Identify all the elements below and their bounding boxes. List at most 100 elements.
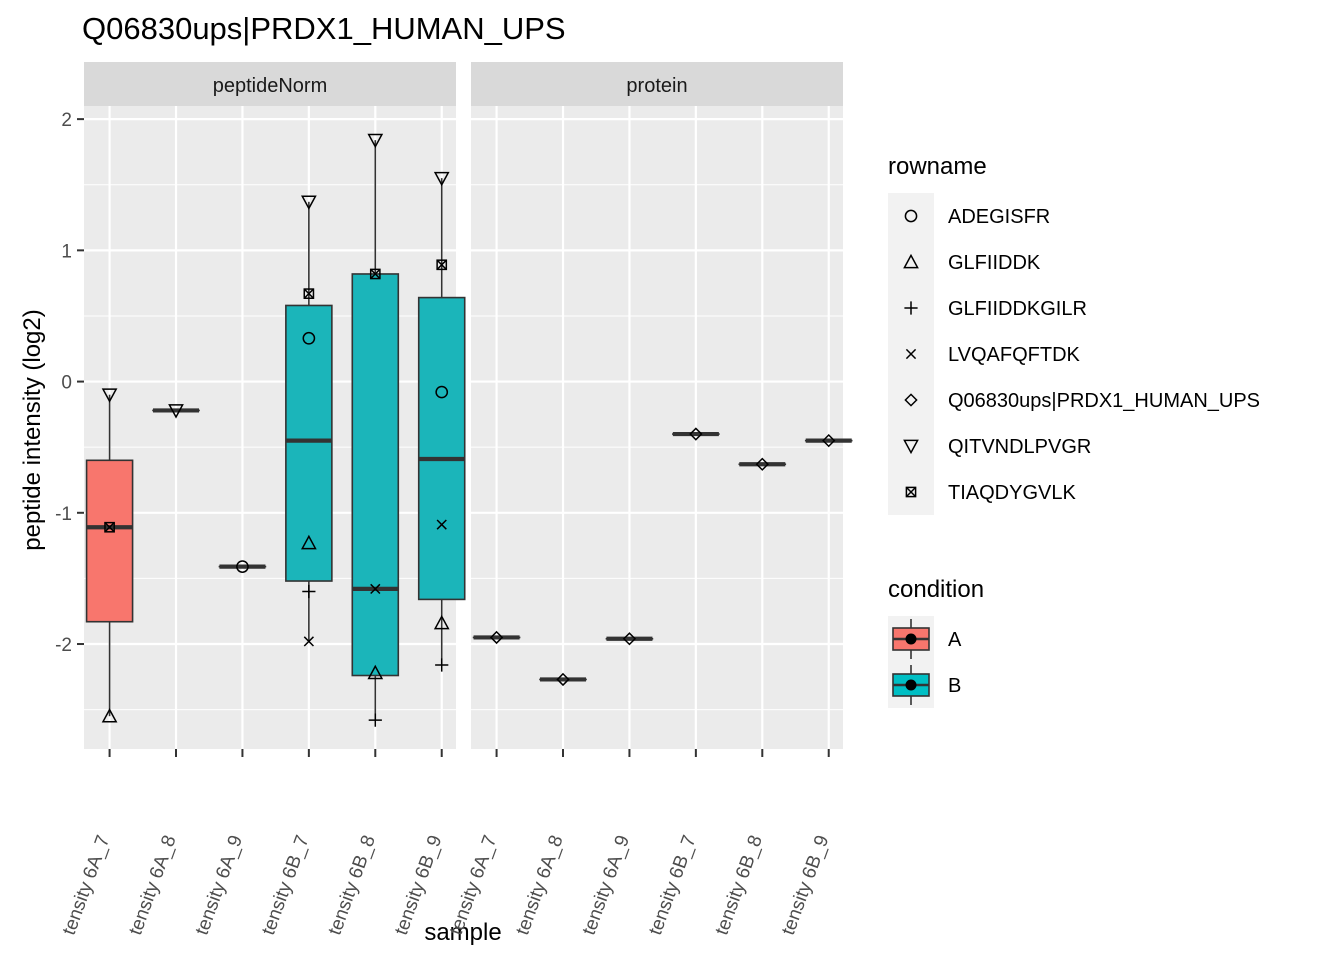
- point-lvqafqftdk: [303, 636, 314, 647]
- point-qitvndlpvgr: [433, 171, 450, 187]
- square-cross-box: [303, 288, 315, 300]
- box-tensity-6B_7: [285, 201, 333, 642]
- square-cross-lines: [370, 268, 381, 280]
- point-tiaqdygvlk: [369, 268, 381, 280]
- strip-protein: [471, 62, 843, 106]
- points: [101, 133, 450, 727]
- square-cross-box: [905, 486, 917, 498]
- y-axis: -2 -1 0 1 2: [55, 110, 84, 656]
- point-glfiiddkgilr: [302, 584, 316, 599]
- box-body: [351, 273, 400, 677]
- y-axis-label: peptide intensity (log2): [19, 309, 46, 550]
- legend-label: GLFIIDDKGILR: [948, 298, 1087, 320]
- legend-entry: ADEGISFR: [904, 206, 1050, 228]
- strip-peptideNorm: [84, 62, 456, 106]
- square-cross-lines: [436, 259, 447, 270]
- point-q06830ups-prdx1-human-ups: [556, 672, 570, 687]
- legend-entry: LVQAFQFTDK: [905, 344, 1081, 366]
- x-tick-label: tensity 6B_7: [258, 833, 314, 938]
- legend-title: condition: [888, 576, 984, 603]
- panel-background: [84, 106, 456, 749]
- box-body: [417, 296, 466, 601]
- point-tiaqdygvlk: [436, 259, 448, 271]
- y-tick-label: -1: [55, 504, 72, 525]
- legend-label: TIAQDYGVLK: [948, 482, 1076, 504]
- box-body: [285, 304, 333, 582]
- legend-key-square-cross-icon: [905, 486, 917, 498]
- legend-key-triangle-down-icon: [903, 439, 919, 455]
- x-axis: tensity 6A_7 tensity 6A_8 tensity 6A_9 tens…: [59, 749, 446, 938]
- chart-title: Q06830ups|PRDX1_HUMAN_UPS: [82, 11, 566, 46]
- point-lvqafqftdk: [370, 583, 381, 595]
- legend-entry: GLFIIDDK: [903, 252, 1041, 274]
- point-q06830ups-prdx1-human-ups: [622, 632, 637, 646]
- square-cross-box: [436, 259, 448, 271]
- legend-title: rowname: [888, 153, 987, 180]
- point-q06830ups-prdx1-human-ups: [755, 457, 769, 471]
- x-tick-label: tensity 6A_7: [59, 833, 115, 938]
- legend-entry: A: [892, 619, 962, 659]
- legend-label: B: [948, 675, 961, 697]
- strip-label: peptideNorm: [213, 75, 328, 97]
- x-tick-label: tensity 6A_8: [512, 833, 568, 938]
- legend-key-dot-icon: [905, 633, 917, 645]
- box-tensity-6B_8: [351, 140, 400, 721]
- legend-key-plus-icon: [904, 301, 918, 315]
- legend-label: GLFIIDDK: [948, 252, 1041, 274]
- points: [489, 427, 836, 687]
- square-cross-lines: [104, 522, 115, 533]
- point-q06830ups-prdx1-human-ups: [822, 433, 836, 448]
- box-tensity-6B_9: [417, 178, 466, 666]
- legend-entry: QITVNDLPVGR: [903, 436, 1091, 458]
- point-q06830ups-prdx1-human-ups: [489, 630, 504, 645]
- legend-key-diamond-icon: [904, 393, 918, 407]
- square-cross-box: [104, 521, 115, 533]
- point-tiaqdygvlk: [104, 521, 115, 533]
- legend-entry: B: [892, 665, 961, 705]
- y-tick-label: 0: [61, 373, 72, 394]
- point-qitvndlpvgr: [101, 388, 118, 403]
- x-tick-label: tensity 6B_8: [324, 833, 380, 938]
- strip-label: protein: [626, 75, 687, 97]
- point-glfiiddkgilr: [435, 658, 449, 672]
- point-adegisfr: [236, 560, 249, 573]
- legend-key-circle-icon: [904, 209, 918, 223]
- rowname-legend: rowname ADEGISFR GLFIIDDK GLFIIDDKGILR LVQAF…: [888, 153, 1260, 515]
- point-glfiiddk: [301, 534, 317, 550]
- panel-protein: protein tensity 6A_7 tensity 6A_8 tensity 6…: [446, 62, 853, 938]
- x-tick-label: tensity 6B_8: [711, 833, 767, 938]
- point-glfiiddk: [101, 708, 118, 723]
- y-tick-label: -2: [55, 635, 72, 656]
- y-tick-label: 2: [61, 110, 72, 131]
- legend-label: Q06830ups|PRDX1_HUMAN_UPS: [948, 390, 1260, 412]
- x-tick-label: tensity 6A_9: [192, 833, 248, 938]
- point-qitvndlpvgr: [168, 404, 184, 419]
- point-adegisfr: [435, 385, 449, 399]
- point-lvqafqftdk: [436, 519, 447, 530]
- boxes: [85, 140, 466, 721]
- panel-background: [471, 106, 843, 749]
- x-tick-label: tensity 6B_9: [778, 833, 834, 938]
- legend-key-dot-icon: [905, 679, 917, 691]
- square-cross-lines: [303, 288, 314, 299]
- legend-entry: TIAQDYGVLK: [905, 482, 1076, 504]
- legend-label: QITVNDLPVGR: [948, 436, 1091, 458]
- point-glfiiddk: [367, 664, 384, 680]
- legend-label: ADEGISFR: [948, 206, 1050, 228]
- point-glfiiddkgilr: [368, 713, 382, 727]
- point-qitvndlpvgr: [301, 195, 317, 210]
- x-tick-label: tensity 6B_7: [645, 833, 701, 938]
- x-axis-label: sample: [424, 919, 501, 946]
- legend-key-triangle-up-icon: [903, 253, 919, 269]
- condition-legend: condition A B: [888, 576, 984, 708]
- x-tick-label: tensity 6A_8: [125, 833, 181, 938]
- y-tick-label: 1: [61, 241, 72, 262]
- point-glfiiddk: [433, 614, 450, 630]
- x-tick-label: tensity 6A_9: [579, 833, 635, 938]
- point-tiaqdygvlk: [303, 288, 315, 300]
- grid: [471, 106, 843, 749]
- legend-key-cross-icon: [905, 348, 917, 360]
